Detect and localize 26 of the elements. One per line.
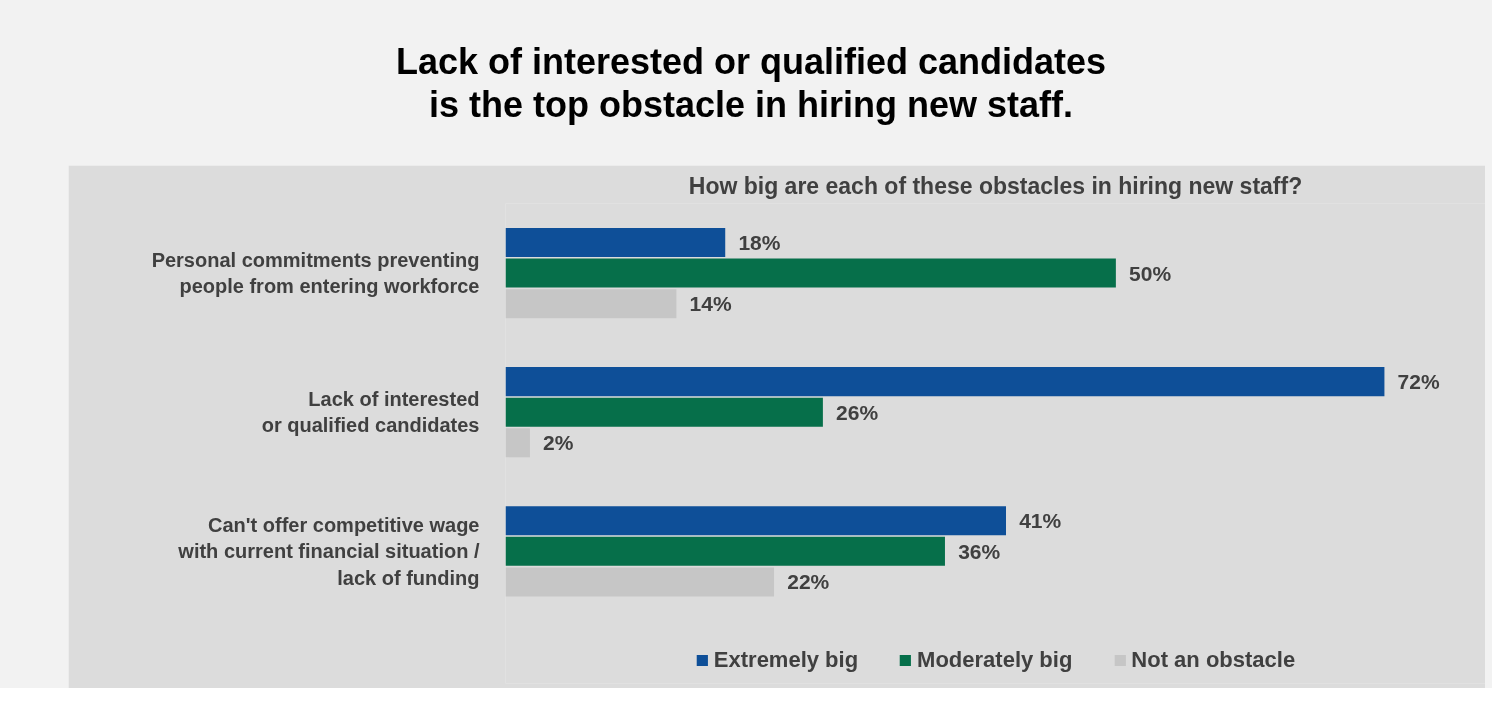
bar	[505, 567, 775, 597]
data-label: 26%	[836, 400, 879, 424]
data-label: 72%	[1397, 370, 1440, 394]
bar	[505, 227, 726, 257]
data-label: 22%	[787, 570, 830, 594]
bar	[505, 258, 1116, 288]
data-label: 41%	[1019, 509, 1062, 533]
data-label: 50%	[1129, 261, 1172, 285]
y-tick-label: Can't offer competitive wage with current financial situation / lack of funding	[177, 513, 480, 589]
bar	[505, 397, 823, 427]
chart-title: Lack of interested or qualified candidates is the top obstacle in hiring new staff.	[395, 40, 1107, 127]
data-label: 36%	[958, 539, 1001, 563]
bar	[505, 289, 677, 319]
legend-label: Not an obstacle	[1131, 647, 1296, 673]
bar	[505, 506, 1006, 536]
data-label: 14%	[689, 292, 732, 316]
data-label: 2%	[543, 431, 574, 455]
data-label: 18%	[738, 230, 781, 254]
y-tick-label: Lack of interested or qualified candidates	[261, 388, 480, 437]
chart-subtitle: How big are each of these obstacles in hiring new staff?	[688, 172, 1303, 199]
legend-label: Extremely big	[713, 647, 859, 673]
bar	[505, 367, 1385, 397]
y-tick-label: Personal commitments preventing people from entering workforce	[151, 248, 480, 298]
bar	[505, 428, 530, 458]
legend-label: Moderately big	[917, 647, 1073, 673]
bar	[505, 536, 945, 566]
